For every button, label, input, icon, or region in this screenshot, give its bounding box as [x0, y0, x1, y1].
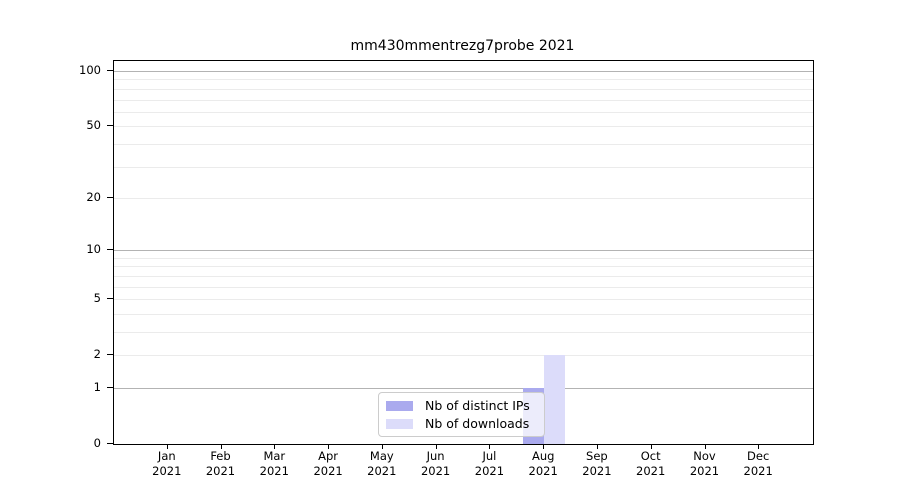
y-tick-mark [107, 249, 113, 251]
bars [114, 61, 813, 444]
x-tick-mark [328, 444, 330, 449]
x-tick-label: Jun 2021 [420, 449, 451, 478]
bar-downloads [544, 355, 566, 444]
y-tick-mark [107, 443, 113, 444]
y-tick-mark [107, 125, 113, 127]
distinct-ips-swatch-icon [386, 400, 413, 411]
x-tick-mark [650, 444, 652, 449]
x-tick-mark [220, 444, 222, 449]
gridline-minor [114, 111, 813, 113]
gridline-minor [114, 79, 813, 81]
x-tick-mark [381, 444, 383, 449]
x-tick-label: Sep 2021 [582, 449, 612, 478]
gridline-minor [114, 332, 813, 333]
gridline-minor [114, 355, 813, 357]
gridline-major [114, 71, 813, 72]
x-tick-label: Jul 2021 [474, 449, 505, 478]
legend-item-distinct-ips: Nb of distinct IPs [386, 397, 544, 413]
x-tick-label: Jan 2021 [152, 449, 182, 478]
x-tick-label: Oct 2021 [636, 449, 666, 478]
y-tick-label: 10 [86, 242, 101, 257]
x-tick-label: Aug 2021 [528, 449, 558, 478]
gridline-minor [114, 257, 813, 259]
y-tick-mark [107, 70, 113, 71]
legend-label-downloads: Nb of downloads [425, 415, 530, 431]
gridline-minor [114, 197, 813, 199]
x-tick-mark [543, 444, 545, 449]
y-tick-label: 50 [86, 118, 101, 133]
x-tick-mark [274, 444, 276, 449]
x-tick-mark [435, 444, 437, 449]
y-tick-label: 100 [79, 63, 101, 77]
legend-label-distinct-ips: Nb of distinct IPs [425, 397, 530, 413]
y-tick-mark [107, 298, 113, 300]
x-tick-label: Mar 2021 [259, 449, 289, 478]
downloads-swatch-icon [386, 418, 413, 429]
x-tick-mark [489, 444, 491, 449]
gridline-minor [114, 126, 813, 128]
y-tick-mark [107, 354, 113, 356]
y-tick-label: 20 [86, 189, 101, 204]
x-tick-mark [166, 444, 168, 449]
y-tick-label: 2 [93, 347, 101, 362]
gridline-minor [114, 143, 813, 145]
x-tick-mark [704, 444, 706, 449]
x-tick-label: Apr 2021 [313, 449, 343, 478]
gridlines [114, 61, 813, 444]
gridline-major [114, 388, 813, 389]
gridline-major [114, 250, 813, 252]
gridline-minor [114, 286, 813, 288]
gridline-minor [114, 266, 813, 268]
chart-title: mm430mmentrezg7probe 2021 [350, 38, 575, 54]
x-tick-mark [758, 444, 760, 449]
y-tick-mark [107, 196, 113, 198]
plot-area: Nb of distinct IPs Nb of downloads [113, 60, 814, 445]
y-tick-label: 1 [93, 380, 101, 394]
y-tick-mark [107, 387, 113, 388]
x-tick-mark [596, 444, 598, 449]
x-tick-label: Dec 2021 [743, 449, 773, 478]
x-tick-label: Feb 2021 [205, 449, 236, 478]
y-tick-label: 5 [93, 291, 101, 306]
y-tick-label: 0 [93, 436, 101, 450]
gridline-minor [114, 299, 813, 301]
x-tick-label: May 2021 [367, 449, 397, 478]
gridline-minor [114, 275, 813, 277]
gridline-minor [114, 166, 813, 168]
legend-item-downloads: Nb of downloads [386, 415, 544, 431]
gridline-minor [114, 88, 813, 90]
legend: Nb of distinct IPs Nb of downloads [378, 392, 545, 437]
gridline-minor [114, 99, 813, 101]
x-tick-label: Nov 2021 [689, 449, 720, 478]
gridline-minor [114, 313, 813, 315]
